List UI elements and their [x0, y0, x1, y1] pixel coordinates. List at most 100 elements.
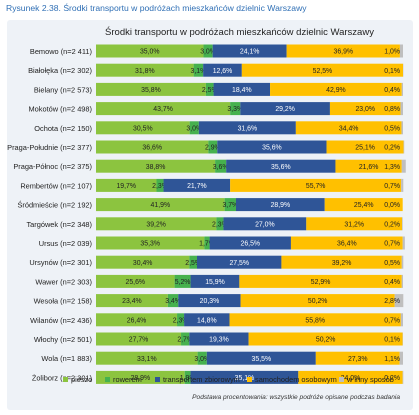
bar-segment	[240, 102, 330, 116]
bar-segment	[401, 159, 406, 173]
data-label: 2,5%	[185, 260, 201, 267]
bar-segment	[96, 255, 190, 269]
bar-segment	[270, 82, 402, 96]
data-label: 18,4%	[232, 87, 252, 94]
footnote: Podstawa procentowania: wszystkie podróż…	[192, 394, 400, 401]
data-label: 21,7%	[187, 183, 207, 190]
stacked-bar-chart: Środki transportu w podróżach mieszkańcó…	[7, 26, 406, 401]
data-label: 50,2%	[308, 298, 328, 305]
bar-segment	[401, 255, 404, 269]
data-label: 35,8%	[141, 87, 161, 94]
bar-segment	[335, 159, 402, 173]
category-label: Wilanów (n=2 436)	[30, 316, 92, 325]
data-label: 23,4%	[122, 298, 142, 305]
bar-segment	[96, 44, 204, 58]
data-label: 0,0%	[384, 202, 400, 209]
bar-segment	[326, 140, 404, 154]
bar-segment	[239, 274, 402, 288]
bar-segment	[174, 274, 191, 288]
data-label: 0,2%	[384, 221, 400, 228]
bar-segment	[190, 370, 299, 384]
legend-swatch	[155, 377, 160, 382]
category-label: Wola (n=1 883)	[41, 354, 92, 363]
data-label: 34,4%	[339, 125, 359, 132]
data-label: 1,3%	[384, 164, 400, 171]
data-label: 55,7%	[306, 183, 326, 190]
data-label: 31,6%	[238, 125, 258, 132]
bar-segment	[401, 121, 403, 135]
data-label: 2,3%	[212, 221, 228, 228]
bar-segment	[178, 294, 241, 308]
bar-segment	[189, 121, 199, 135]
bar-segment	[96, 159, 216, 173]
bar-segment	[394, 294, 404, 308]
data-label: 27,3%	[348, 356, 368, 363]
data-label: 0,2%	[384, 145, 400, 152]
category-label: Włochy (n=2 501)	[34, 335, 92, 344]
bar-segment	[324, 198, 403, 212]
category-label: Bielany (n=2 573)	[34, 85, 92, 94]
bar-segment	[181, 332, 190, 346]
bar-segment	[203, 44, 213, 58]
bar-segment	[96, 274, 175, 288]
data-label: 26,4%	[127, 317, 147, 324]
bar-segment	[315, 351, 400, 365]
legend-swatch	[247, 377, 252, 382]
bar-segment	[226, 159, 336, 173]
data-label: 1,9%	[180, 375, 196, 382]
data-label: 35,5%	[252, 356, 272, 363]
data-label: 0,7%	[384, 183, 400, 190]
data-label: 2,7%	[177, 337, 193, 344]
bar-segment	[209, 236, 291, 250]
data-label: 20,3%	[200, 298, 220, 305]
bar-segment	[401, 178, 404, 192]
bar-segment	[399, 351, 403, 365]
bar-segment	[190, 274, 240, 288]
data-label: 39,2%	[332, 260, 352, 267]
bar-segment	[96, 236, 205, 250]
data-label: 1,7%	[199, 241, 215, 248]
legend-label: rowerem	[113, 375, 142, 384]
legend-swatch	[63, 377, 68, 382]
data-label: 25,1%	[355, 145, 375, 152]
bar-segment	[399, 44, 403, 58]
data-label: 24,1%	[240, 49, 260, 56]
data-label: 0,7%	[384, 317, 400, 324]
bar-segment	[96, 332, 182, 346]
category-label: Ursynów (n=2 301)	[29, 258, 92, 267]
figure-caption: Rysunek 2.38. Środki transportu w podróż…	[6, 3, 307, 13]
bar-segment	[96, 351, 198, 365]
data-label: 5,2%	[175, 279, 191, 286]
bar-segment	[96, 178, 157, 192]
data-label: 2,8%	[384, 298, 400, 305]
bar-segment	[217, 140, 327, 154]
bar-segment	[298, 370, 403, 384]
data-label: 52,5%	[313, 68, 333, 75]
bar-segment	[96, 121, 190, 135]
data-label: 1,0%	[384, 49, 400, 56]
bar-segment	[203, 63, 242, 77]
bar-segment	[230, 102, 241, 116]
category-label: Mokotów (n=2 498)	[29, 105, 92, 114]
legend-swatch	[105, 377, 110, 382]
data-label: 0,8%	[384, 106, 400, 113]
bar-segment	[96, 63, 194, 77]
bar-segment	[212, 44, 287, 58]
bar-segment	[198, 121, 296, 135]
data-label: 31,2%	[344, 221, 364, 228]
bar-segment	[189, 255, 198, 269]
data-label: 0,1%	[384, 337, 400, 344]
data-label: 43,7%	[153, 106, 173, 113]
data-label: 3,4%	[165, 298, 181, 305]
category-label: Targówek (n=2 348)	[26, 220, 92, 229]
bar-segment	[189, 332, 249, 346]
bar-segment	[163, 178, 231, 192]
bar-segment	[400, 313, 403, 327]
data-label: 52,9%	[311, 279, 331, 286]
data-label: 36,4%	[337, 241, 357, 248]
data-label: 31,8%	[135, 68, 155, 75]
category-label: Praga-Południe (n=2 377)	[7, 143, 92, 152]
bar-segment	[224, 198, 236, 212]
bar-segment	[215, 159, 227, 173]
data-label: 0,1%	[384, 68, 400, 75]
